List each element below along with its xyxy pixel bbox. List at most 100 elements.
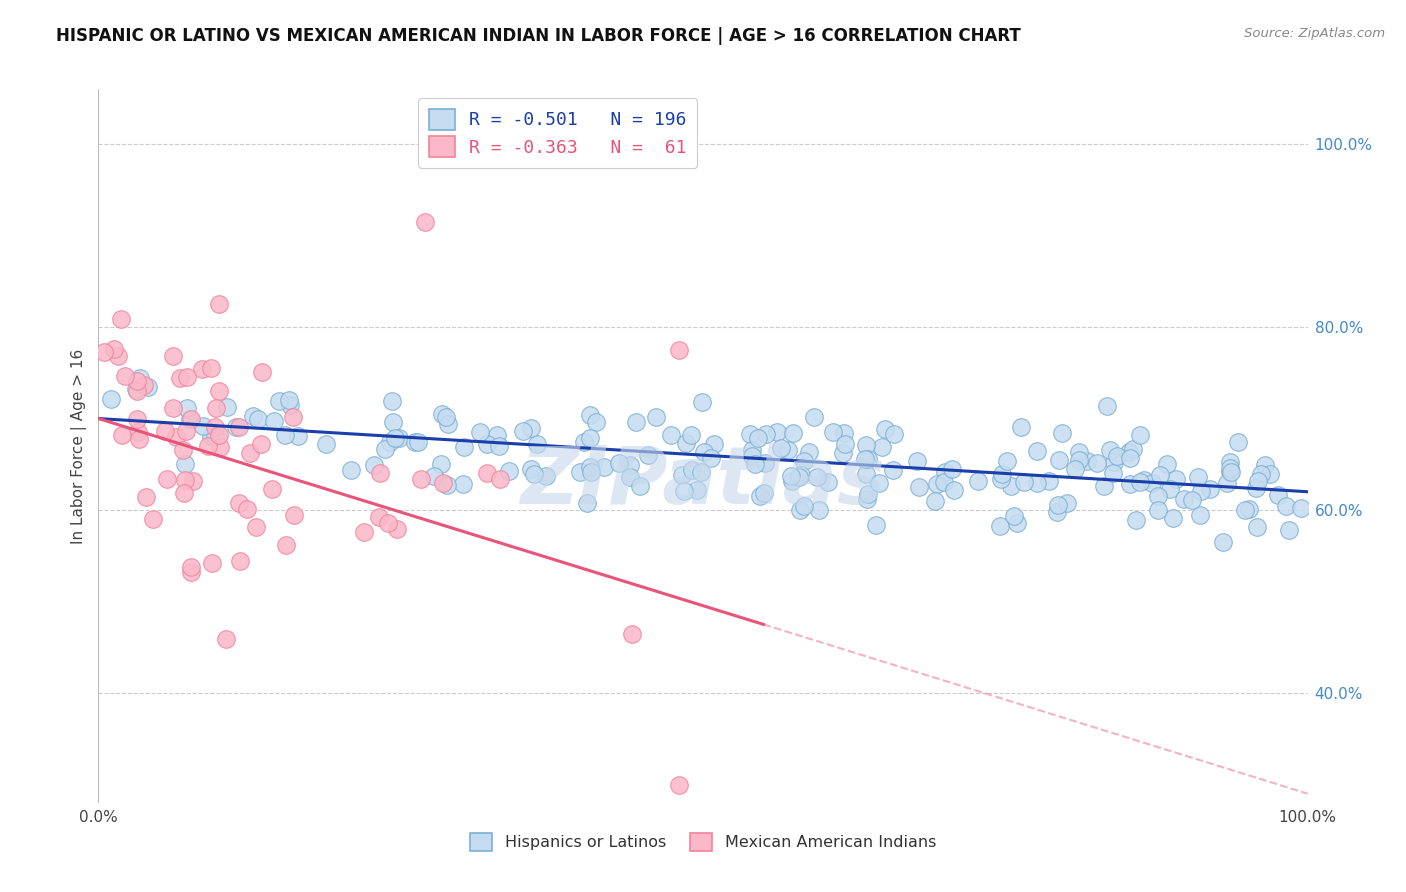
Point	[685, 483, 707, 497]
Point	[176, 401, 198, 415]
Point	[423, 468, 446, 483]
Point	[621, 626, 644, 640]
Point	[200, 429, 222, 443]
Point	[831, 446, 853, 460]
Point	[769, 441, 792, 455]
Text: Source: ZipAtlas.com: Source: ZipAtlas.com	[1244, 27, 1385, 40]
Point	[1025, 476, 1047, 491]
Point	[368, 510, 391, 524]
Point	[236, 501, 259, 516]
Point	[803, 410, 825, 425]
Point	[1076, 454, 1098, 468]
Point	[1219, 460, 1241, 475]
Point	[526, 437, 548, 451]
Point	[941, 461, 963, 475]
Point	[703, 436, 725, 450]
Point	[1052, 425, 1074, 440]
Point	[204, 429, 226, 443]
Point	[169, 371, 191, 385]
Point	[806, 470, 828, 484]
Point	[485, 428, 508, 442]
Point	[793, 500, 815, 514]
Point	[882, 463, 904, 477]
Point	[363, 458, 385, 472]
Point	[173, 485, 195, 500]
Point	[512, 425, 534, 439]
Point	[127, 384, 149, 398]
Point	[1047, 453, 1070, 467]
Point	[165, 429, 187, 443]
Point	[135, 490, 157, 504]
Point	[155, 472, 177, 486]
Point	[404, 434, 426, 449]
Point	[776, 443, 799, 458]
Point	[1187, 470, 1209, 484]
Point	[225, 419, 247, 434]
Point	[475, 466, 498, 480]
Point	[934, 465, 956, 479]
Point	[569, 465, 592, 479]
Text: ZIPatlas: ZIPatlas	[520, 442, 886, 521]
Point	[671, 467, 693, 482]
Point	[747, 431, 769, 445]
Point	[384, 431, 406, 445]
Point	[1163, 511, 1185, 525]
Point	[1005, 516, 1028, 530]
Point	[1067, 445, 1090, 459]
Point	[283, 409, 305, 424]
Point	[1002, 509, 1025, 524]
Point	[782, 425, 804, 440]
Point	[659, 427, 682, 442]
Point	[1085, 456, 1108, 470]
Point	[579, 465, 602, 479]
Point	[278, 398, 301, 412]
Point	[488, 473, 510, 487]
Point	[208, 384, 231, 398]
Point	[200, 361, 222, 376]
Point	[1140, 475, 1163, 490]
Point	[780, 475, 803, 489]
Point	[579, 409, 602, 423]
Point	[110, 312, 132, 326]
Point	[436, 417, 458, 432]
Point	[274, 538, 297, 552]
Point	[637, 448, 659, 462]
Point	[475, 437, 498, 451]
Point	[228, 496, 250, 510]
Point	[197, 439, 219, 453]
Point	[932, 475, 955, 489]
Point	[572, 435, 595, 450]
Point	[905, 454, 928, 468]
Point	[1219, 455, 1241, 469]
Point	[125, 411, 148, 425]
Point	[134, 377, 156, 392]
Point	[1237, 502, 1260, 516]
Point	[209, 440, 232, 454]
Point	[856, 487, 879, 501]
Point	[1275, 499, 1298, 513]
Point	[274, 427, 297, 442]
Point	[1047, 498, 1070, 512]
Point	[1291, 501, 1313, 516]
Point	[260, 482, 283, 496]
Point	[645, 409, 668, 424]
Point	[370, 467, 392, 481]
Point	[754, 456, 776, 470]
Point	[988, 518, 1011, 533]
Point	[834, 437, 856, 451]
Point	[155, 424, 177, 438]
Point	[107, 349, 129, 363]
Point	[766, 425, 789, 439]
Point	[1159, 482, 1181, 496]
Point	[1247, 474, 1270, 488]
Point	[741, 449, 763, 463]
Point	[488, 439, 510, 453]
Point	[409, 472, 432, 486]
Point	[381, 393, 404, 408]
Point	[1147, 503, 1170, 517]
Point	[103, 342, 125, 356]
Point	[738, 426, 761, 441]
Point	[741, 443, 763, 458]
Point	[498, 464, 520, 478]
Point	[180, 412, 202, 426]
